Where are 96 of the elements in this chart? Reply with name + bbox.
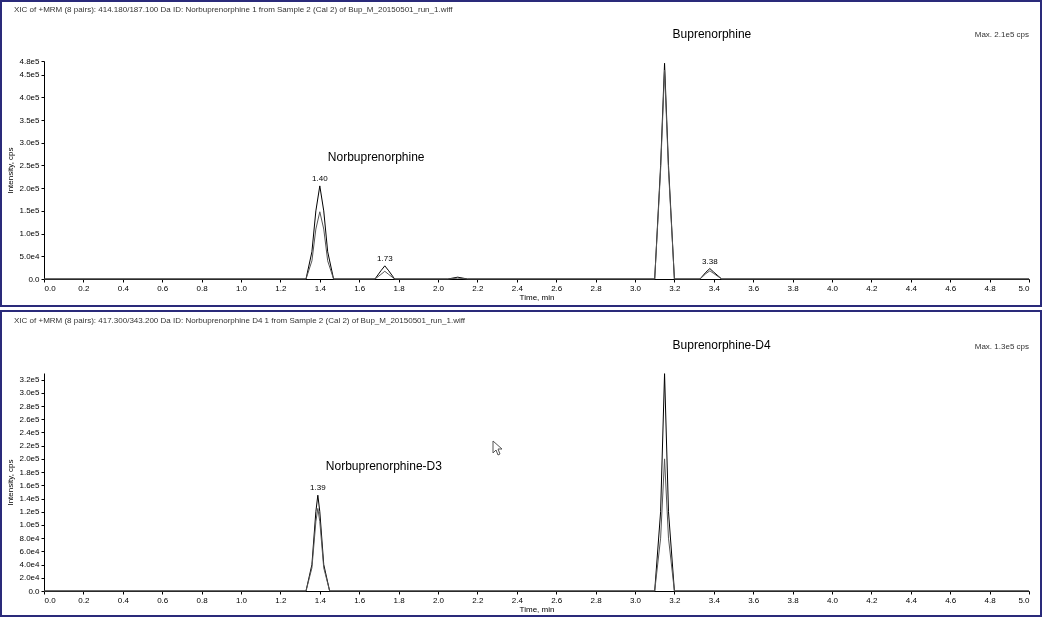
x-tick-label: 4.6 — [945, 283, 957, 293]
x-axis-title: Time, min — [519, 292, 555, 302]
x-tick-label: 1.8 — [393, 283, 406, 293]
x-tick-label: 1.2 — [275, 283, 288, 293]
y-tick-label: 2.8e5 — [19, 401, 41, 411]
y-tick-label: 2.4e5 — [19, 427, 41, 437]
y-axis-title: Intensity, cps — [6, 147, 16, 194]
x-tick-label: 4.2 — [866, 595, 879, 605]
y-tick-label: 3.5e5 — [19, 115, 41, 125]
x-tick-label: 3.2 — [669, 283, 682, 293]
y-tick-label: 1.0e5 — [19, 229, 41, 239]
y-tick-label: 4.0e5 — [19, 92, 41, 102]
x-tick-label: 0.4 — [117, 595, 130, 605]
x-tick-label: 1.4 — [314, 283, 327, 293]
x-tick-label: 1.0 — [235, 283, 248, 293]
x-tick-label: 2.2 — [472, 283, 485, 293]
x-tick-label: 2.8 — [590, 283, 603, 293]
x-tick-label: 2.8 — [590, 595, 603, 605]
x-tick-label: 3.0 — [629, 595, 642, 605]
y-tick-label: 3.0e5 — [19, 388, 41, 398]
annotation: Norbuprenorphine — [327, 149, 425, 164]
x-tick-label: 4.8 — [984, 595, 997, 605]
y-tick-label: 2.0e4 — [19, 573, 41, 583]
y-tick-label: 2.5e5 — [19, 160, 41, 170]
x-tick-label: 4.0 — [826, 283, 839, 293]
x-tick-label: 1.4 — [314, 595, 327, 605]
x-tick-label: 4.8 — [984, 283, 997, 293]
y-axis-title: Intensity, cps — [6, 459, 16, 506]
y-tick-label: 4.8e5 — [19, 56, 41, 66]
y-tick-label: 0.0 — [28, 274, 41, 284]
y-tick-label: 5.0e4 — [19, 251, 41, 261]
y-tick-label: 1.6e5 — [19, 480, 41, 490]
x-tick-label: 0.0 — [44, 595, 57, 605]
annotation: 1.73 — [377, 253, 394, 263]
x-tick-label: 2.4 — [511, 283, 524, 293]
x-tick-label: 0.4 — [117, 283, 130, 293]
y-tick-label: 1.4e5 — [19, 494, 41, 504]
text: Max. 2.1e5 cps — [974, 30, 1029, 39]
x-tick-label: 3.8 — [787, 595, 800, 605]
x-tick-label: 3.0 — [629, 283, 642, 293]
x-tick-label: 0.2 — [78, 283, 91, 293]
x-tick-label: 1.6 — [354, 283, 366, 293]
x-tick-label: 4.4 — [905, 283, 918, 293]
annotation: 3.38 — [702, 256, 719, 266]
y-tick-label: 1.8e5 — [19, 467, 41, 477]
y-tick-label: 2.0e5 — [19, 454, 41, 464]
x-tick-label: 0.2 — [78, 595, 91, 605]
y-tick-label: 4.0e4 — [19, 560, 41, 570]
x-tick-label: 3.2 — [669, 595, 682, 605]
x-tick-label: 0.6 — [157, 283, 169, 293]
x-tick-label: 0.0 — [44, 283, 57, 293]
x-tick-label: 0.8 — [196, 595, 209, 605]
y-tick-label: 4.5e5 — [19, 70, 41, 80]
y-tick-label: 1.0e5 — [19, 520, 41, 530]
x-tick-label: 4.6 — [945, 595, 957, 605]
annotation: 1.40 — [312, 173, 329, 183]
x-tick-label: 1.6 — [354, 595, 366, 605]
annotation: Buprenorphine — [672, 27, 752, 42]
x-tick-label: 2.6 — [551, 283, 563, 293]
x-tick-label: 1.2 — [275, 595, 288, 605]
annotation: Norbuprenorphine-D3 — [325, 459, 443, 474]
x-tick-label: 4.2 — [866, 283, 879, 293]
annotation: Buprenorphine-D4 — [672, 337, 771, 352]
y-tick-label: 1.5e5 — [19, 206, 41, 216]
y-tick-label: 8.0e4 — [19, 533, 41, 543]
y-tick-label: 3.0e5 — [19, 138, 41, 148]
x-tick-label: 3.6 — [748, 595, 760, 605]
x-tick-label: 1.8 — [393, 595, 406, 605]
x-tick-label: 0.8 — [196, 283, 209, 293]
x-tick-label: 3.4 — [708, 283, 721, 293]
x-tick-label: 1.0 — [235, 595, 248, 605]
x-tick-label: 3.8 — [787, 283, 800, 293]
x-tick-label: 2.6 — [551, 595, 563, 605]
x-tick-label: 0.6 — [157, 595, 169, 605]
y-tick-label: 6.0e4 — [19, 546, 41, 556]
y-tick-label: 0.0 — [28, 586, 41, 596]
x-tick-label: 5.0 — [1018, 283, 1031, 293]
y-tick-label: 3.2e5 — [19, 375, 41, 385]
x-tick-label: 5.0 — [1018, 595, 1031, 605]
annotation: 1.39 — [310, 483, 327, 493]
y-tick-label: 2.6e5 — [19, 414, 41, 424]
chart-title: XIC of +MRM (8 pairs): 414.180/187.100 Da ID: Norbuprenorphine 1 from Sample 2 (Cal 2) of Bup_M_20150501_run_1.wiff — [14, 5, 454, 15]
y-tick-label: 2.2e5 — [19, 441, 41, 451]
y-tick-label: 1.2e5 — [19, 507, 41, 517]
x-tick-label: 4.0 — [826, 595, 839, 605]
x-tick-label: 2.4 — [511, 595, 524, 605]
x-tick-label: 3.4 — [708, 595, 721, 605]
x-tick-label: 4.4 — [905, 595, 918, 605]
x-tick-label: 2.2 — [472, 595, 485, 605]
text: Max. 1.3e5 cps — [974, 342, 1029, 351]
y-tick-label: 2.0e5 — [19, 183, 41, 193]
chart-title: XIC of +MRM (8 pairs): 417.300/343.200 Da ID: Norbuprenorphine D4 1 from Sample 2 (Cal 2) of Bup_M_20150501_run_1.wiff — [14, 315, 466, 325]
x-tick-label: 2.0 — [432, 595, 445, 605]
x-tick-label: 2.0 — [432, 283, 445, 293]
x-tick-label: 3.6 — [748, 283, 760, 293]
x-axis-title: Time, min — [519, 604, 555, 614]
